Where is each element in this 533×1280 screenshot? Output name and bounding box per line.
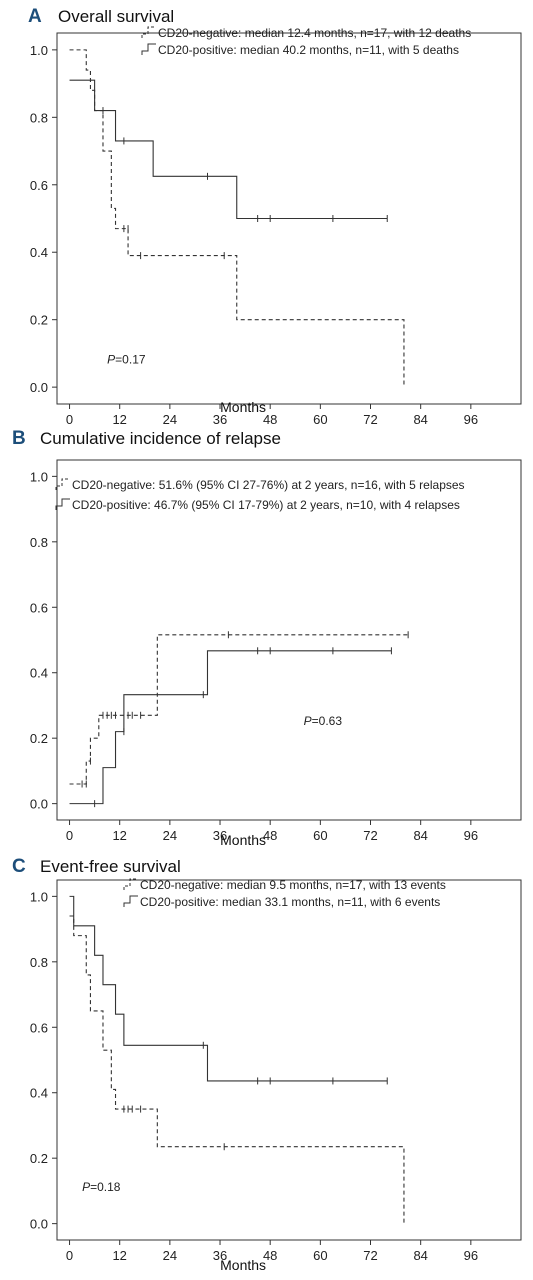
- x-tick-label: 0: [66, 412, 73, 427]
- x-tick-label: 60: [313, 1248, 327, 1263]
- y-tick-label: 0.2: [30, 1151, 48, 1166]
- p-value-symbol: P: [82, 1180, 90, 1194]
- x-tick-label: 12: [112, 828, 126, 843]
- panel-letter: C: [12, 856, 26, 877]
- x-tick-label: 84: [413, 1248, 427, 1263]
- p-value-label: P=0.17: [107, 353, 146, 367]
- legend-entry: CD20-negative: 51.6% (95% CI 27-76%) at …: [72, 478, 465, 492]
- x-tick-label: 24: [163, 1248, 177, 1263]
- p-value-label: P=0.18: [82, 1180, 121, 1194]
- y-tick-label: 1.0: [30, 889, 48, 904]
- y-tick-label: 0.0: [30, 1217, 48, 1232]
- p-value-number: =0.18: [90, 1180, 121, 1194]
- p-value-symbol: P: [107, 353, 115, 367]
- y-tick-label: 0.0: [30, 380, 48, 395]
- x-tick-label: 0: [66, 828, 73, 843]
- y-tick-label: 0.8: [30, 955, 48, 970]
- y-tick-label: 0.8: [30, 535, 48, 550]
- x-tick-label: 48: [263, 828, 277, 843]
- x-axis-label: Months: [220, 832, 266, 848]
- legend-entry: CD20-positive: 46.7% (95% CI 17-79%) at …: [72, 498, 460, 512]
- chart-title: Cumulative incidence of relapse: [40, 429, 281, 448]
- x-tick-label: 48: [263, 1248, 277, 1263]
- chart-title: Overall survival: [58, 7, 174, 26]
- x-tick-label: 96: [464, 828, 478, 843]
- x-tick-label: 24: [163, 828, 177, 843]
- legend-swatch: [141, 26, 156, 38]
- y-tick-label: 1.0: [30, 469, 48, 484]
- chart-panel-b: B Cumulative incidence of relapse 0 12 24 36 4…: [12, 428, 522, 848]
- series-line-cd20-positive: [69, 895, 388, 1082]
- legend-swatch: [55, 478, 70, 490]
- x-tick-label: 24: [163, 412, 177, 427]
- y-tick-label: 0.6: [30, 178, 48, 193]
- y-tick-label: 1.0: [30, 43, 48, 58]
- x-tick-label: 96: [464, 412, 478, 427]
- x-tick-label: 36: [213, 1248, 227, 1263]
- legend-entry: CD20-positive: median 33.1 months, n=11,…: [140, 895, 440, 909]
- y-tick-label: 0.6: [30, 600, 48, 615]
- x-tick-label: 96: [464, 1248, 478, 1263]
- plot-frame: [56, 32, 522, 405]
- p-value-number: =0.63: [312, 714, 343, 728]
- series-line-cd20-negative: [69, 49, 405, 388]
- y-tick-label: 0.4: [30, 245, 48, 260]
- x-tick-label: 36: [213, 412, 227, 427]
- x-tick-label: 12: [112, 1248, 126, 1263]
- y-tick-label: 0.8: [30, 110, 48, 125]
- x-tick-label: 72: [363, 412, 377, 427]
- y-tick-label: 0.6: [30, 1020, 48, 1035]
- panel-letter: A: [28, 6, 42, 27]
- p-value-number: =0.17: [115, 353, 146, 367]
- x-tick-label: 12: [112, 412, 126, 427]
- x-tick-label: 84: [413, 412, 427, 427]
- series-line-cd20-positive: [69, 650, 392, 805]
- chart-title: Event-free survival: [40, 857, 181, 876]
- chart-panel-a: A Overall survival 0 12 24 36 48 60 72 84 96 0.0 0.2…: [28, 6, 522, 427]
- y-tick-label: 0.2: [30, 731, 48, 746]
- x-tick-label: 60: [313, 412, 327, 427]
- p-value-label: P=0.63: [304, 714, 343, 728]
- legend-swatch: [55, 498, 70, 510]
- y-tick-label: 0.4: [30, 1086, 48, 1101]
- legend-entry: CD20-negative: median 9.5 months, n=17, …: [140, 878, 446, 892]
- chart-panel-c: C Event-free survival 0 12 24 36 48 60 72 84 96 0.0…: [12, 856, 522, 1273]
- legend-swatch: [123, 878, 138, 890]
- plot-frame: [56, 879, 522, 1241]
- series-line-cd20-positive: [69, 79, 388, 220]
- series-line-cd20-negative: [69, 634, 409, 785]
- x-axis-label: Months: [220, 399, 266, 415]
- y-tick-label: 0.4: [30, 666, 48, 681]
- legend-swatch: [141, 43, 156, 55]
- x-tick-label: 72: [363, 1248, 377, 1263]
- legend-entry: CD20-negative: median 12.4 months, n=17,…: [158, 26, 471, 40]
- panel-letter: B: [12, 428, 26, 449]
- legend-entry: CD20-positive: median 40.2 months, n=11,…: [158, 43, 459, 57]
- y-tick-label: 0.2: [30, 313, 48, 328]
- x-tick-label: 72: [363, 828, 377, 843]
- x-tick-label: 36: [213, 828, 227, 843]
- x-axis-label: Months: [220, 1257, 266, 1273]
- x-tick-label: 48: [263, 412, 277, 427]
- p-value-symbol: P: [304, 714, 312, 728]
- y-tick-label: 0.0: [30, 797, 48, 812]
- x-tick-label: 0: [66, 1248, 73, 1263]
- plot-frame: [56, 459, 522, 821]
- x-tick-label: 84: [413, 828, 427, 843]
- x-tick-label: 60: [313, 828, 327, 843]
- series-line-cd20-negative: [69, 915, 405, 1224]
- legend-swatch: [123, 895, 138, 907]
